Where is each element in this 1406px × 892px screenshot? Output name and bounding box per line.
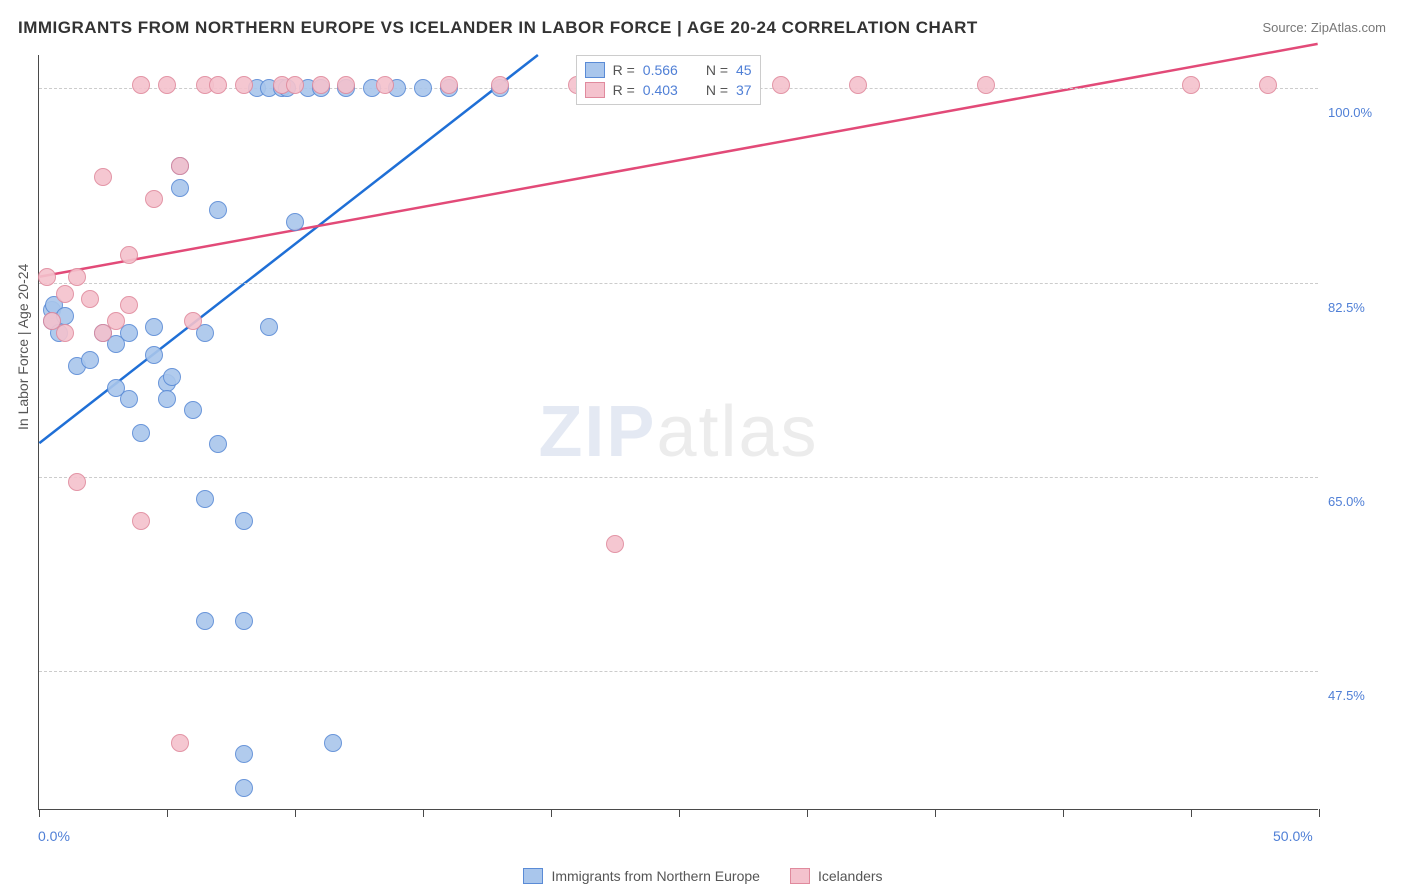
watermark: ZIPatlas [538, 391, 818, 473]
data-point [286, 76, 304, 94]
data-point [1182, 76, 1200, 94]
x-tick [551, 809, 552, 817]
bottom-legend-item: Immigrants from Northern Europe [523, 868, 760, 884]
stats-row: R =0.403N =37 [585, 80, 752, 100]
y-axis-title: In Labor Force | Age 20-24 [15, 264, 31, 430]
data-point [132, 76, 150, 94]
x-tick [1191, 809, 1192, 817]
data-point [38, 268, 56, 286]
y-tick-label: 65.0% [1328, 494, 1365, 509]
data-point [145, 318, 163, 336]
data-point [196, 612, 214, 630]
data-point [606, 535, 624, 553]
data-point [171, 734, 189, 752]
grid-line [39, 283, 1318, 284]
data-point [68, 473, 86, 491]
x-tick [295, 809, 296, 817]
data-point [235, 612, 253, 630]
grid-line [39, 671, 1318, 672]
data-point [145, 346, 163, 364]
bottom-legend: Immigrants from Northern Europe Icelander… [0, 868, 1406, 884]
x-tick [39, 809, 40, 817]
data-point [1259, 76, 1277, 94]
y-tick-label: 47.5% [1328, 688, 1365, 703]
data-point [120, 296, 138, 314]
stats-row: R =0.566N =45 [585, 60, 752, 80]
data-point [209, 201, 227, 219]
data-point [772, 76, 790, 94]
legend-label: Icelanders [818, 868, 883, 884]
data-point [414, 79, 432, 97]
data-point [849, 76, 867, 94]
data-point [81, 351, 99, 369]
data-point [171, 157, 189, 175]
data-point [94, 168, 112, 186]
data-point [184, 401, 202, 419]
x-tick [935, 809, 936, 817]
data-point [132, 424, 150, 442]
chart-source: Source: ZipAtlas.com [1262, 20, 1386, 35]
legend-swatch [790, 868, 810, 884]
chart-title: IMMIGRANTS FROM NORTHERN EUROPE VS ICELA… [18, 18, 978, 38]
x-tick [807, 809, 808, 817]
stats-legend: R =0.566N =45R =0.403N =37 [576, 55, 761, 105]
data-point [145, 190, 163, 208]
data-point [235, 745, 253, 763]
data-point [235, 76, 253, 94]
data-point [440, 76, 458, 94]
x-tick [679, 809, 680, 817]
y-tick-label: 100.0% [1328, 105, 1372, 120]
legend-swatch [585, 62, 605, 78]
data-point [260, 318, 278, 336]
x-tick [423, 809, 424, 817]
data-point [324, 734, 342, 752]
data-point [376, 76, 394, 94]
data-point [235, 779, 253, 797]
legend-label: Immigrants from Northern Europe [551, 868, 760, 884]
grid-line [39, 477, 1318, 478]
data-point [158, 390, 176, 408]
data-point [132, 512, 150, 530]
data-point [235, 512, 253, 530]
data-point [337, 76, 355, 94]
data-point [68, 268, 86, 286]
legend-swatch [585, 82, 605, 98]
data-point [120, 246, 138, 264]
data-point [107, 312, 125, 330]
data-point [491, 76, 509, 94]
y-tick-label: 82.5% [1328, 300, 1365, 315]
plot-area: ZIPatlas [38, 55, 1318, 810]
data-point [56, 285, 74, 303]
bottom-legend-item: Icelanders [790, 868, 883, 884]
data-point [171, 179, 189, 197]
data-point [163, 368, 181, 386]
legend-swatch [523, 868, 543, 884]
data-point [81, 290, 99, 308]
x-axis-right-label: 50.0% [1273, 828, 1313, 844]
regression-lines [39, 55, 1318, 809]
data-point [312, 76, 330, 94]
x-tick [167, 809, 168, 817]
data-point [977, 76, 995, 94]
x-tick [1063, 809, 1064, 817]
data-point [196, 490, 214, 508]
x-tick [1319, 809, 1320, 817]
data-point [209, 76, 227, 94]
x-axis-left-label: 0.0% [38, 828, 70, 844]
data-point [158, 76, 176, 94]
data-point [120, 390, 138, 408]
data-point [56, 324, 74, 342]
data-point [184, 312, 202, 330]
data-point [209, 435, 227, 453]
data-point [286, 213, 304, 231]
